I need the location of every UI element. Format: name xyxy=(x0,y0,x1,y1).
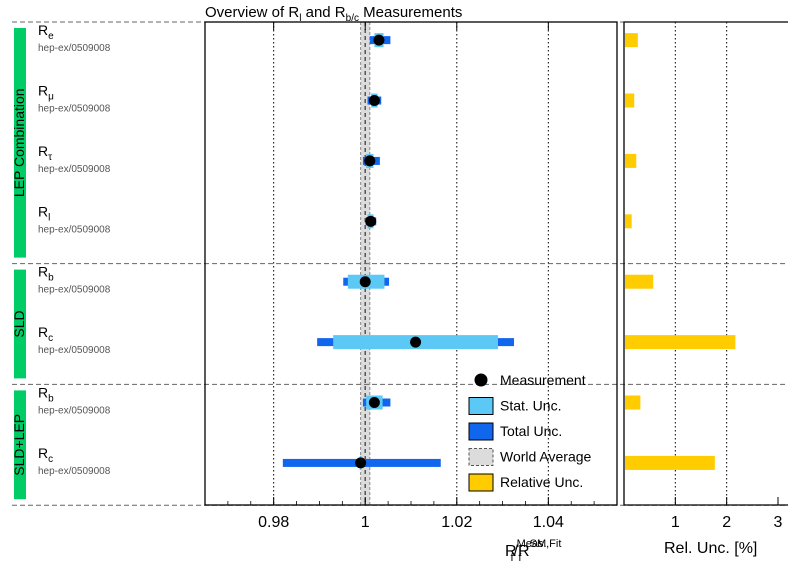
legend-world-label: World Average xyxy=(500,449,592,465)
measurement-point xyxy=(359,276,371,288)
measurement-point xyxy=(355,457,367,469)
measurement-point xyxy=(368,95,380,107)
row-label: Rc xyxy=(38,324,53,344)
row-label: Rτ xyxy=(38,143,52,163)
row-label-base: R xyxy=(38,143,48,159)
row-label: Rb xyxy=(38,264,54,284)
main-x-tick-label: 0.98 xyxy=(258,514,289,531)
rel-x-axis-label: Rel. Unc. [%] xyxy=(664,540,757,557)
title-text: Overview of R xyxy=(205,4,299,21)
measurement-point xyxy=(410,336,422,348)
row-label-subscript: τ xyxy=(48,152,52,163)
relative-uncertainty-bar xyxy=(625,274,654,289)
row-label-base: R xyxy=(38,22,48,38)
xlabel-subscript: f xyxy=(511,552,515,564)
title-subscript-1: l xyxy=(299,13,301,24)
title-text: and R xyxy=(301,4,345,21)
row-reference: hep-ex/0509008 xyxy=(38,285,111,296)
group-label: SLD+LEP xyxy=(11,414,27,476)
rel-x-tick-label: 3 xyxy=(774,514,783,531)
row-label: Rb xyxy=(38,385,54,405)
main-x-axis-label: RMeas. f/RSM,Fit f xyxy=(505,538,561,564)
row-label-subscript: b xyxy=(48,394,54,405)
measurement-point xyxy=(368,397,380,409)
xlabel-base: R xyxy=(518,543,530,560)
row-label-base: R xyxy=(38,324,48,340)
row-label-subscript: c xyxy=(48,333,53,344)
main-x-tick-label: 1.04 xyxy=(533,514,564,531)
row-label: Rc xyxy=(38,445,53,465)
legend-relative-label: Relative Unc. xyxy=(500,474,583,490)
xlabel-superscript: SM,Fit xyxy=(530,538,562,550)
main-x-tick-label: 1.02 xyxy=(441,514,472,531)
row-label: Rl xyxy=(38,203,50,223)
xlabel-base: R xyxy=(505,543,517,560)
relative-uncertainty-bar xyxy=(625,455,715,470)
relative-uncertainty-bar xyxy=(625,214,632,229)
measurement-point xyxy=(364,155,376,167)
row-reference: hep-ex/0509008 xyxy=(38,104,111,115)
row-label-base: R xyxy=(38,203,48,219)
legend-world-swatch xyxy=(468,448,494,466)
row-reference: hep-ex/0509008 xyxy=(38,224,111,235)
main-x-tick-label: 1 xyxy=(361,514,370,531)
relative-uncertainty-bar xyxy=(625,395,641,410)
legend-measurement-marker xyxy=(474,373,488,387)
group-label: SLD xyxy=(11,310,27,337)
title-subscript-2: b/c xyxy=(346,13,359,24)
row-label-subscript: μ xyxy=(48,92,54,103)
row-reference: hep-ex/0509008 xyxy=(38,164,111,175)
measurement-point xyxy=(373,34,385,46)
row-label-base: R xyxy=(38,445,48,461)
chart-title: Overview of Rl and Rb/c Measurements xyxy=(205,4,462,24)
legend-total-label: Total Unc. xyxy=(500,423,562,439)
row-label-base: R xyxy=(38,264,48,280)
title-text: Measurements xyxy=(359,4,462,21)
xlabel-subscript: f xyxy=(518,552,522,564)
relative-uncertainty-bar xyxy=(625,153,637,168)
relative-uncertainty-bar xyxy=(625,335,736,350)
row-label-base: R xyxy=(38,83,48,99)
legend-relative-swatch xyxy=(468,473,494,492)
relative-uncertainty-bar xyxy=(625,33,638,48)
legend-total-swatch xyxy=(468,422,494,441)
legend-stat-label: Stat. Unc. xyxy=(500,398,561,414)
group-band xyxy=(14,28,26,258)
xlabel-slash: / xyxy=(514,543,519,560)
row-reference: hep-ex/0509008 xyxy=(38,406,111,417)
row-label-subscript: b xyxy=(48,273,54,284)
row-label: Rμ xyxy=(38,83,54,103)
row-label: Re xyxy=(38,22,54,42)
row-label-subscript: e xyxy=(48,31,54,42)
rel-plot-frame xyxy=(623,21,788,506)
row-reference: hep-ex/0509008 xyxy=(38,43,111,54)
row-label-subscript: c xyxy=(48,454,53,465)
rel-x-tick-label: 1 xyxy=(671,514,680,531)
xlabel-superscript: Meas. xyxy=(517,538,547,550)
legend-measurement-label: Measurement xyxy=(500,372,586,388)
legend-stat-swatch xyxy=(468,397,494,415)
row-label-base: R xyxy=(38,385,48,401)
group-band xyxy=(14,390,26,500)
group-band xyxy=(14,269,26,379)
relative-uncertainty-bar xyxy=(625,93,635,108)
row-label-subscript: l xyxy=(48,212,50,223)
rel-x-tick-label: 2 xyxy=(722,514,731,531)
group-label: LEP Combination xyxy=(11,88,27,197)
measurement-point xyxy=(365,215,377,227)
row-reference: hep-ex/0509008 xyxy=(38,345,111,356)
row-reference: hep-ex/0509008 xyxy=(38,466,111,477)
